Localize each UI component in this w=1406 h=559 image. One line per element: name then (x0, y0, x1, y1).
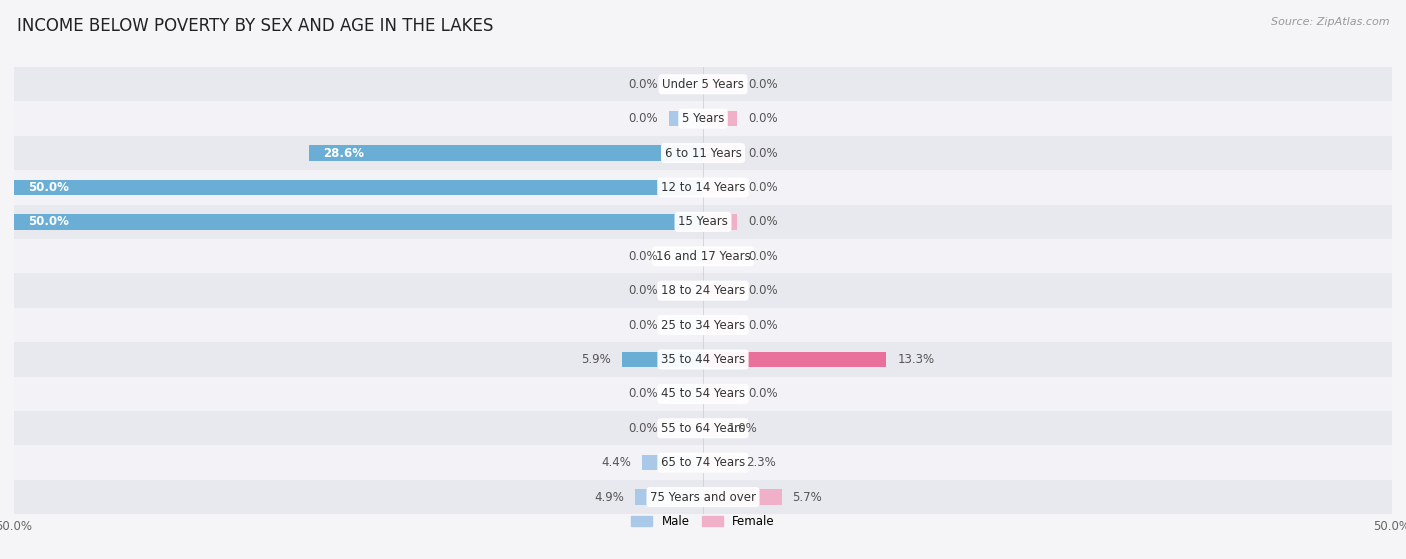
Bar (14, 308, 1392, 342)
Bar (669, 386, 703, 401)
Bar (703, 145, 738, 161)
Bar (703, 420, 717, 436)
Bar (669, 111, 703, 126)
Bar (703, 489, 782, 505)
Bar (669, 318, 703, 333)
Text: 5.7%: 5.7% (793, 491, 823, 504)
Bar (703, 214, 738, 230)
Bar (669, 420, 703, 436)
Text: 50.0%: 50.0% (28, 181, 69, 194)
Text: 0.0%: 0.0% (628, 387, 658, 400)
Text: 45 to 54 Years: 45 to 54 Years (661, 387, 745, 400)
Text: 0.0%: 0.0% (748, 112, 778, 125)
Text: 0.0%: 0.0% (628, 78, 658, 91)
Bar (14, 102, 1392, 136)
Text: 0.0%: 0.0% (748, 319, 778, 331)
Bar (621, 352, 703, 367)
Bar (703, 352, 886, 367)
Bar (14, 480, 1392, 514)
Bar (669, 283, 703, 299)
Text: 0.0%: 0.0% (748, 250, 778, 263)
Text: 15 Years: 15 Years (678, 215, 728, 229)
Bar (703, 249, 738, 264)
Text: 6 to 11 Years: 6 to 11 Years (665, 146, 741, 159)
Bar (669, 249, 703, 264)
Bar (643, 455, 703, 471)
Text: 0.0%: 0.0% (628, 250, 658, 263)
Text: 1.0%: 1.0% (728, 422, 758, 435)
Text: 2.3%: 2.3% (745, 456, 776, 469)
Bar (14, 411, 1392, 446)
Bar (309, 145, 703, 161)
Bar (636, 489, 703, 505)
Bar (703, 283, 738, 299)
Text: 75 Years and over: 75 Years and over (650, 491, 756, 504)
Bar (14, 377, 1392, 411)
Text: 0.0%: 0.0% (628, 284, 658, 297)
Text: 0.0%: 0.0% (628, 112, 658, 125)
Bar (703, 318, 738, 333)
Text: 0.0%: 0.0% (628, 422, 658, 435)
Text: 28.6%: 28.6% (323, 146, 364, 159)
Bar (14, 180, 703, 195)
Bar (14, 205, 1392, 239)
Text: 12 to 14 Years: 12 to 14 Years (661, 181, 745, 194)
Text: INCOME BELOW POVERTY BY SEX AND AGE IN THE LAKES: INCOME BELOW POVERTY BY SEX AND AGE IN T… (17, 17, 494, 35)
Bar (703, 386, 738, 401)
Text: 0.0%: 0.0% (748, 284, 778, 297)
Text: Under 5 Years: Under 5 Years (662, 78, 744, 91)
Bar (703, 455, 735, 471)
Bar (14, 239, 1392, 273)
Legend: Male, Female: Male, Female (626, 510, 780, 533)
Bar (14, 136, 1392, 170)
Text: 0.0%: 0.0% (748, 146, 778, 159)
Text: 65 to 74 Years: 65 to 74 Years (661, 456, 745, 469)
Bar (14, 67, 1392, 102)
Bar (669, 77, 703, 92)
Text: 0.0%: 0.0% (748, 181, 778, 194)
Text: 13.3%: 13.3% (897, 353, 935, 366)
Bar (14, 273, 1392, 308)
Text: 5.9%: 5.9% (581, 353, 610, 366)
Bar (14, 214, 703, 230)
Bar (703, 180, 738, 195)
Bar (14, 342, 1392, 377)
Bar (703, 77, 738, 92)
Text: 0.0%: 0.0% (748, 215, 778, 229)
Text: 4.9%: 4.9% (595, 491, 624, 504)
Text: 25 to 34 Years: 25 to 34 Years (661, 319, 745, 331)
Bar (14, 446, 1392, 480)
Text: 0.0%: 0.0% (748, 387, 778, 400)
Text: 0.0%: 0.0% (628, 319, 658, 331)
Text: 16 and 17 Years: 16 and 17 Years (655, 250, 751, 263)
Text: 0.0%: 0.0% (748, 78, 778, 91)
Text: 50.0%: 50.0% (28, 215, 69, 229)
Text: Source: ZipAtlas.com: Source: ZipAtlas.com (1271, 17, 1389, 27)
Text: 35 to 44 Years: 35 to 44 Years (661, 353, 745, 366)
Text: 5 Years: 5 Years (682, 112, 724, 125)
Text: 55 to 64 Years: 55 to 64 Years (661, 422, 745, 435)
Bar (14, 170, 1392, 205)
Bar (703, 111, 738, 126)
Text: 4.4%: 4.4% (602, 456, 631, 469)
Text: 18 to 24 Years: 18 to 24 Years (661, 284, 745, 297)
